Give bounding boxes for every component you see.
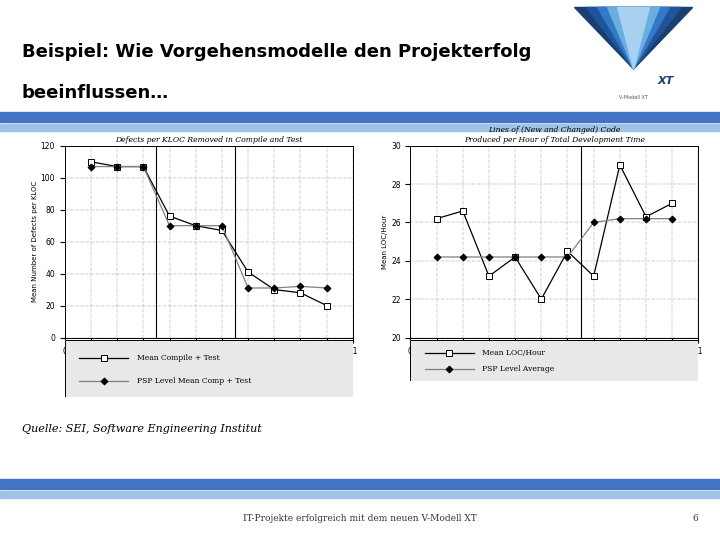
Title: Lines of (New and Changed) Code
Produced per Hour of Total Development Time: Lines of (New and Changed) Code Produced…: [464, 126, 645, 144]
Polygon shape: [618, 8, 649, 69]
Text: PSP Level Average: PSP Level Average: [482, 366, 554, 373]
Y-axis label: Mean Number of Defects per KLOC: Mean Number of Defects per KLOC: [32, 181, 37, 302]
Text: Mean Compile + Test: Mean Compile + Test: [137, 354, 220, 362]
Text: Mean LOC/Hour: Mean LOC/Hour: [482, 349, 546, 357]
Text: V-Modell XT: V-Modell XT: [619, 95, 648, 100]
Polygon shape: [608, 8, 660, 69]
Polygon shape: [575, 8, 693, 69]
Y-axis label: Mean LOC/Hour: Mean LOC/Hour: [382, 214, 388, 269]
Polygon shape: [598, 8, 670, 69]
X-axis label: Program Number: Program Number: [518, 359, 590, 368]
Text: PSP Level Mean Comp + Test: PSP Level Mean Comp + Test: [137, 377, 251, 385]
Text: IT-Projekte erfolgreich mit dem neuen V-Modell XT: IT-Projekte erfolgreich mit dem neuen V-…: [243, 514, 477, 523]
Text: Quelle: SEI, Software Engineering Institut: Quelle: SEI, Software Engineering Instit…: [22, 424, 261, 434]
X-axis label: Program Number: Program Number: [173, 359, 245, 368]
Polygon shape: [586, 8, 681, 69]
Text: beeinflussen…: beeinflussen…: [22, 84, 168, 102]
Text: Beispiel: Wie Vorgehensmodelle den Projekterfolg: Beispiel: Wie Vorgehensmodelle den Proje…: [22, 43, 531, 61]
Text: XT: XT: [657, 76, 673, 86]
Text: 6: 6: [693, 514, 698, 523]
Title: Defects per KLOC Removed in Compile and Test: Defects per KLOC Removed in Compile and …: [115, 136, 302, 144]
